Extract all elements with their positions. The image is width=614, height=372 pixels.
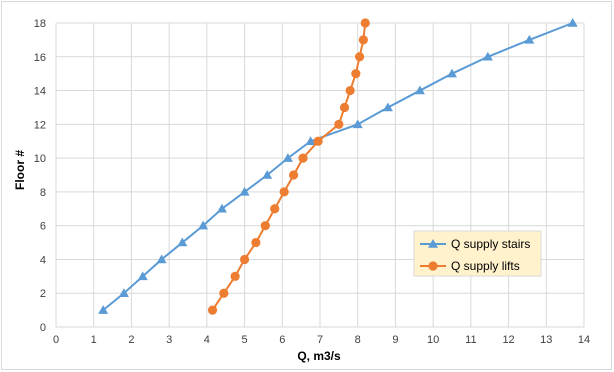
legend-marker bbox=[428, 239, 438, 248]
y-tick-label: 12 bbox=[34, 119, 46, 131]
x-axis-title: Q, m3/s bbox=[297, 349, 341, 363]
y-tick-label: 8 bbox=[40, 187, 46, 199]
x-tick-label: 5 bbox=[242, 334, 248, 346]
x-tick-label: 0 bbox=[53, 334, 59, 346]
y-tick-label: 6 bbox=[40, 221, 46, 233]
data-point bbox=[351, 69, 361, 79]
data-point bbox=[262, 170, 273, 179]
data-point bbox=[239, 254, 250, 265]
data-point bbox=[339, 102, 350, 113]
legend-item: Q supply stairs bbox=[420, 237, 530, 251]
x-tick-label: 3 bbox=[166, 334, 172, 346]
legend: Q supply stairs Q supply lifts bbox=[413, 230, 542, 277]
data-point bbox=[358, 35, 368, 45]
x-tick-label: 12 bbox=[502, 334, 514, 346]
data-point bbox=[230, 271, 240, 281]
data-point bbox=[177, 237, 188, 247]
y-tick-label: 16 bbox=[34, 52, 46, 64]
data-point bbox=[298, 153, 308, 163]
data-point bbox=[524, 34, 535, 44]
y-tick-label: 18 bbox=[34, 18, 46, 30]
data-point bbox=[251, 237, 261, 248]
x-tick-label: 6 bbox=[279, 334, 285, 346]
series-lifts bbox=[207, 18, 370, 315]
data-point bbox=[305, 136, 316, 145]
data-point bbox=[207, 305, 218, 315]
x-tick-label: 8 bbox=[355, 334, 361, 346]
legend-item: Q supply lifts bbox=[420, 259, 520, 273]
data-point bbox=[216, 203, 227, 213]
data-point bbox=[482, 51, 493, 61]
x-tick-label: 1 bbox=[91, 334, 97, 346]
legend-label: Q supply lifts bbox=[451, 259, 520, 273]
y-tick-label: 14 bbox=[34, 86, 46, 98]
gridlines bbox=[55, 22, 585, 328]
series-layer bbox=[98, 18, 578, 315]
y-tick-label: 2 bbox=[40, 288, 46, 300]
data-point bbox=[282, 153, 293, 162]
data-point bbox=[355, 52, 365, 62]
series-line bbox=[211, 22, 367, 311]
x-tick-label: 11 bbox=[465, 334, 476, 346]
data-point bbox=[219, 288, 229, 298]
data-point bbox=[279, 187, 289, 197]
data-point bbox=[118, 288, 129, 297]
x-tick-label: 10 bbox=[427, 334, 439, 346]
data-point bbox=[198, 220, 209, 230]
data-point bbox=[447, 68, 457, 78]
y-tick-label: 4 bbox=[40, 254, 46, 266]
data-point bbox=[567, 18, 578, 27]
legend-marker bbox=[428, 261, 438, 271]
data-point bbox=[334, 119, 344, 129]
data-point bbox=[345, 85, 355, 96]
legend-label: Q supply stairs bbox=[451, 237, 530, 251]
data-point bbox=[239, 186, 250, 196]
x-tick-label: 4 bbox=[204, 334, 210, 346]
x-tick-label: 2 bbox=[128, 334, 134, 346]
data-point bbox=[156, 254, 167, 264]
data-point bbox=[382, 102, 393, 112]
legend-box bbox=[413, 230, 542, 277]
data-point bbox=[313, 136, 323, 146]
data-point bbox=[270, 204, 280, 214]
y-tick-label: 0 bbox=[40, 322, 46, 334]
x-tick-label: 14 bbox=[578, 334, 590, 346]
data-point bbox=[360, 18, 370, 28]
data-point bbox=[260, 221, 270, 231]
series-stairs bbox=[98, 18, 578, 314]
data-point bbox=[289, 170, 299, 180]
x-tick-label: 13 bbox=[540, 334, 552, 346]
data-point bbox=[98, 305, 109, 314]
data-point bbox=[137, 271, 148, 281]
y-axis-title: Floor # bbox=[13, 150, 27, 190]
data-point bbox=[414, 85, 425, 95]
x-tick-label: 9 bbox=[392, 334, 398, 346]
x-tick-label: 7 bbox=[317, 334, 323, 346]
data-point bbox=[352, 119, 363, 129]
y-tick-label: 10 bbox=[34, 153, 46, 165]
